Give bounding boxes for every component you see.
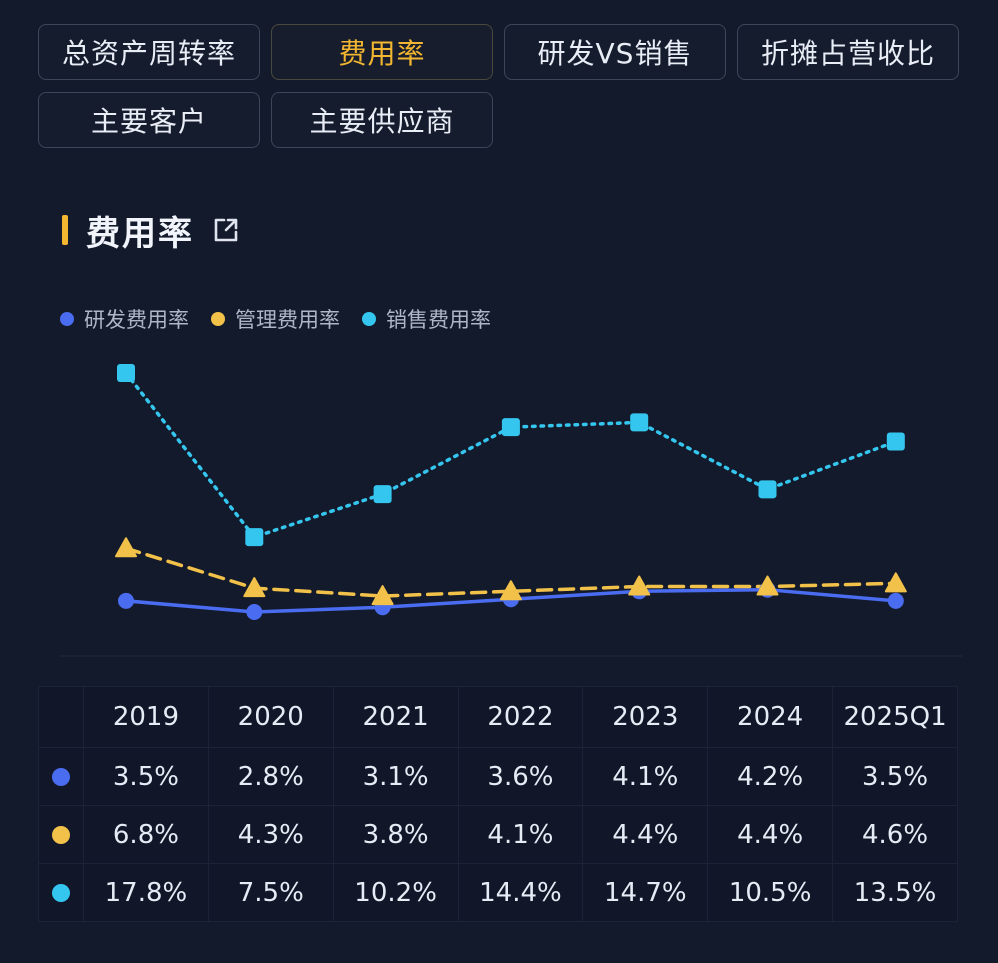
tab-depreciation-ratio[interactable]: 折摊占营收比 — [737, 24, 959, 80]
title-accent-bar — [62, 215, 68, 245]
data-point-sales[interactable] — [758, 480, 777, 499]
table-cell: 2.8% — [207, 747, 334, 806]
data-point-admin[interactable] — [884, 572, 907, 593]
chart-legend: 研发费用率 管理费用率 销售费用率 — [60, 304, 513, 334]
legend-item-rd[interactable]: 研发费用率 — [60, 304, 189, 334]
row-dot-admin — [52, 826, 70, 844]
table-cell: 4.1% — [457, 805, 584, 864]
line-chart — [60, 364, 962, 657]
section-title: 费用率 — [86, 213, 194, 254]
data-point-admin[interactable] — [499, 580, 522, 601]
tab-rd-vs-sales[interactable]: 研发VS销售 — [504, 24, 726, 80]
table-corner-cell — [38, 686, 84, 748]
table-cell: 4.1% — [582, 747, 709, 806]
legend-item-admin[interactable]: 管理费用率 — [211, 304, 340, 334]
row-marker-cell — [38, 863, 84, 922]
table-header-year: 2024 — [707, 686, 834, 748]
table-cell: 3.5% — [83, 747, 209, 806]
data-point-rd[interactable] — [118, 592, 134, 609]
row-dot-rd — [52, 768, 70, 786]
data-point-admin[interactable] — [115, 537, 137, 558]
table-header-year: 2019 — [83, 686, 209, 748]
table-cell: 3.8% — [332, 805, 459, 864]
table-cell: 14.7% — [582, 863, 709, 922]
table-cell: 10.2% — [332, 863, 459, 922]
data-point-sales[interactable] — [245, 528, 264, 547]
table-cell: 6.8% — [83, 805, 209, 864]
data-point-sales[interactable] — [630, 413, 649, 432]
row-dot-sales — [52, 884, 70, 902]
table-cell: 4.3% — [207, 805, 334, 864]
legend-dot-rd — [60, 312, 74, 326]
row-marker-cell — [38, 805, 84, 864]
table-cell: 13.5% — [832, 863, 958, 922]
external-link-icon[interactable] — [208, 212, 244, 248]
legend-dot-sales — [362, 312, 376, 326]
table-cell: 17.8% — [83, 863, 209, 922]
data-point-admin[interactable] — [628, 575, 651, 596]
tab-major-suppliers[interactable]: 主要供应商 — [271, 92, 493, 148]
table-cell: 4.4% — [582, 805, 709, 864]
data-point-rd[interactable] — [246, 604, 263, 620]
data-point-admin[interactable] — [371, 585, 394, 606]
data-point-sales[interactable] — [373, 485, 392, 504]
series-line-sales — [124, 371, 898, 540]
row-marker-cell — [38, 747, 84, 806]
table-cell: 4.4% — [707, 805, 834, 864]
table-header-year: 2023 — [582, 686, 709, 748]
table-header-year: 2022 — [457, 686, 584, 748]
table-cell: 3.6% — [457, 747, 584, 806]
table-header-year: 2020 — [207, 686, 334, 748]
tab-expense-ratio[interactable]: 费用率 — [271, 24, 493, 80]
table-cell: 3.5% — [832, 747, 958, 806]
table-cell: 3.1% — [332, 747, 459, 806]
table-row-rd: 3.5% 2.8% 3.1% 3.6% 4.1% 4.2% 3.5% — [38, 747, 958, 806]
table-header-year: 2021 — [332, 686, 459, 748]
table-cell: 14.4% — [457, 863, 584, 922]
data-point-rd[interactable] — [887, 592, 904, 609]
data-table: 2019 2020 2021 2022 2023 2024 2025Q1 3.5… — [38, 686, 958, 922]
table-row-sales: 17.8% 7.5% 10.2% 14.4% 14.7% 10.5% 13.5% — [38, 863, 958, 922]
data-point-admin[interactable] — [756, 575, 779, 596]
legend-label-admin: 管理费用率 — [235, 308, 340, 332]
data-point-admin[interactable] — [243, 577, 266, 598]
legend-label-sales: 销售费用率 — [386, 308, 491, 332]
table-cell: 4.6% — [832, 805, 958, 864]
table-cell: 10.5% — [707, 863, 834, 922]
legend-item-sales[interactable]: 销售费用率 — [362, 304, 491, 334]
tab-major-customers[interactable]: 主要客户 — [38, 92, 260, 148]
table-header-year: 2025Q1 — [832, 686, 958, 748]
legend-dot-admin — [211, 312, 225, 326]
data-point-sales[interactable] — [501, 418, 520, 437]
table-cell: 4.2% — [707, 747, 834, 806]
table-header-row: 2019 2020 2021 2022 2023 2024 2025Q1 — [38, 686, 958, 748]
legend-label-rd: 研发费用率 — [84, 308, 189, 332]
table-cell: 7.5% — [207, 863, 334, 922]
section-header: 费用率 — [62, 206, 244, 254]
tab-total-asset-turnover[interactable]: 总资产周转率 — [38, 24, 260, 80]
table-row-admin: 6.8% 4.3% 3.8% 4.1% 4.4% 4.4% 4.6% — [38, 805, 958, 864]
data-point-sales[interactable] — [886, 432, 905, 451]
data-point-sales[interactable] — [117, 364, 135, 382]
